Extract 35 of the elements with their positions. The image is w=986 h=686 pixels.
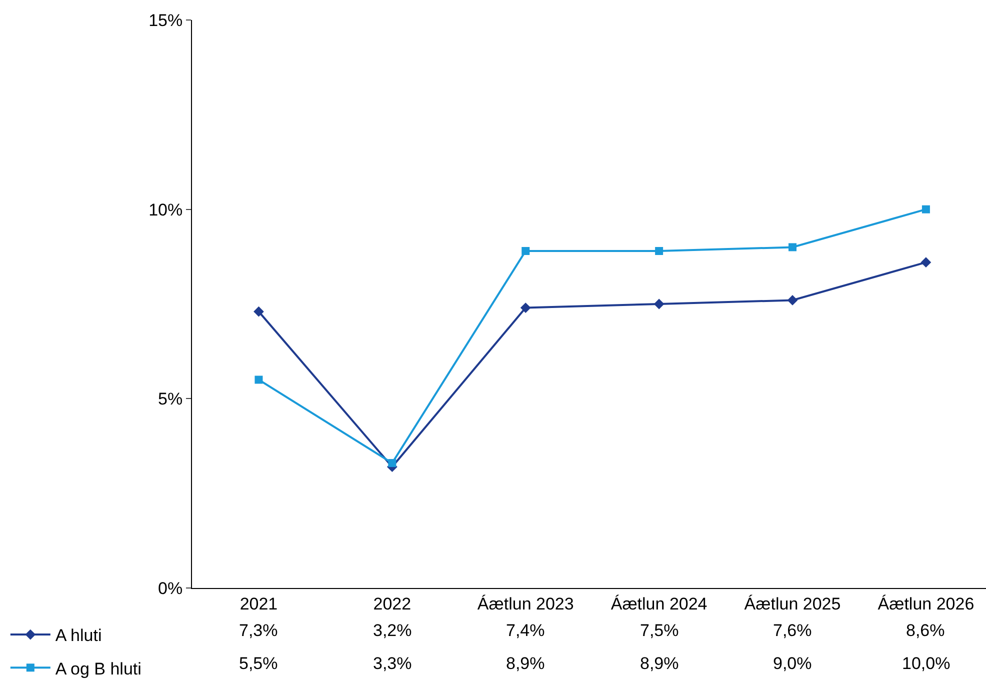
data-label: 5,5% <box>239 654 278 673</box>
data-label: 3,2% <box>373 621 412 640</box>
data-label: 3,3% <box>373 654 412 673</box>
point <box>654 298 664 310</box>
point <box>920 257 932 268</box>
data-label: 7,6% <box>773 621 812 640</box>
x-tick-label: Áætlun 2023 <box>477 594 574 614</box>
point <box>254 306 264 317</box>
data-label: 7,3% <box>239 621 278 640</box>
point <box>388 459 396 468</box>
point <box>788 243 796 252</box>
point <box>655 246 664 255</box>
y-tick-label: 5% <box>158 390 183 409</box>
x-tick-label: 2021 <box>240 594 278 614</box>
data-label: 10,0% <box>902 654 950 673</box>
point <box>522 246 530 255</box>
data-label: 9,0% <box>773 654 812 673</box>
y-tick-label: 0% <box>158 578 183 598</box>
x-tick-label: 2022 <box>373 594 412 614</box>
data-label: 8,6% <box>906 621 945 640</box>
point <box>922 205 930 214</box>
x-tick-label: Áætlun 2025 <box>744 594 841 614</box>
data-label: 7,4% <box>506 621 545 640</box>
point <box>254 376 263 384</box>
point <box>787 295 798 306</box>
data-label: 8,9% <box>506 654 545 673</box>
y-tick-label: 15% <box>148 10 183 30</box>
x-tick-label: Áætlun 2024 <box>610 594 708 614</box>
data-label: 8,9% <box>640 654 679 673</box>
legend-label: A hluti <box>55 626 102 646</box>
point <box>520 302 531 313</box>
legend-label: A og B hluti <box>55 659 142 678</box>
y-tick-label: 10% <box>148 200 183 220</box>
x-tick-label: Áætlun 2026 <box>878 594 974 614</box>
data-label: 7,5% <box>640 621 679 640</box>
